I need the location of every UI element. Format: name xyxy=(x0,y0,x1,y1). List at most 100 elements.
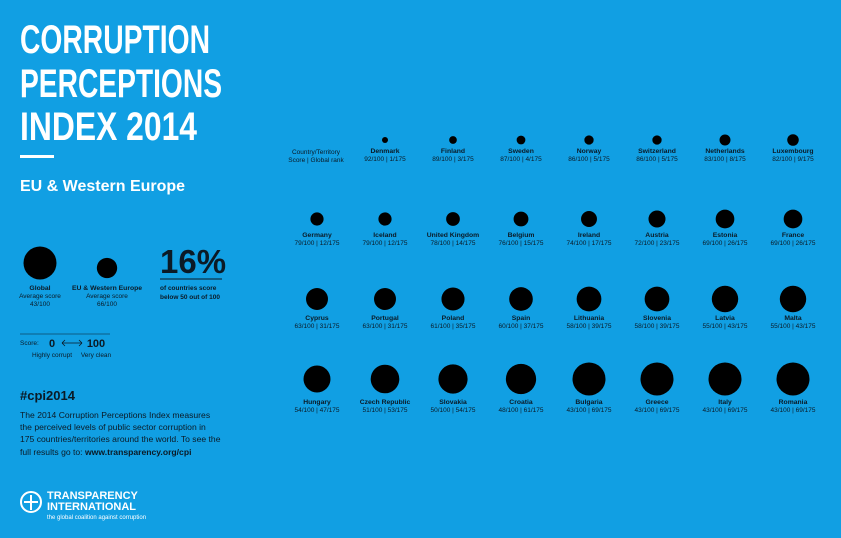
hashtag: #cpi2014 xyxy=(20,388,76,403)
country-name: Iceland xyxy=(373,232,396,239)
average-bubble xyxy=(96,257,118,279)
country-score: 55/100 | 43/175 xyxy=(770,323,815,330)
country-name: Norway xyxy=(577,148,602,155)
average-label: 43/100 xyxy=(30,301,50,308)
scale-arrow xyxy=(61,339,83,347)
country-score: 43/100 | 69/175 xyxy=(702,407,747,414)
logo-name: TRANSPARENCY xyxy=(47,490,139,502)
country-score: 63/100 | 31/175 xyxy=(294,323,339,330)
country-score: 83/100 | 8/175 xyxy=(704,156,746,163)
title-line: PERCEPTIONS xyxy=(20,62,222,106)
country-bubble xyxy=(572,362,606,396)
country-score: 74/100 | 17/175 xyxy=(566,240,611,247)
country-name: Hungary xyxy=(303,399,331,406)
country-bubble xyxy=(708,362,742,396)
average-name: EU & Western Europe xyxy=(72,285,142,292)
country-bubble xyxy=(787,134,799,146)
country-score: 60/100 | 37/175 xyxy=(498,323,543,330)
country-score: 50/100 | 54/175 xyxy=(430,407,475,414)
country-score: 89/100 | 3/175 xyxy=(432,156,474,163)
country-score: 55/100 | 43/175 xyxy=(702,323,747,330)
country-bubble xyxy=(711,285,739,313)
country-bubble xyxy=(648,210,666,228)
average-bubble xyxy=(23,246,57,280)
country-bubble xyxy=(783,209,803,229)
country-name: Malta xyxy=(784,315,802,322)
country-score: 51/100 | 53/175 xyxy=(362,407,407,414)
country-bubble xyxy=(509,287,533,311)
country-name: Lithuania xyxy=(574,315,604,322)
country-bubble xyxy=(513,211,529,227)
country-score: 76/100 | 15/175 xyxy=(498,240,543,247)
country-bubble xyxy=(446,212,460,226)
average-name: Global xyxy=(29,285,50,292)
stat-caption: below 50 out of 100 xyxy=(160,294,220,301)
country-score: 79/100 | 12/175 xyxy=(294,240,339,247)
country-name: Slovenia xyxy=(643,315,671,322)
country-score: 78/100 | 14/175 xyxy=(430,240,475,247)
country-name: Germany xyxy=(302,232,332,239)
country-score: 43/100 | 69/175 xyxy=(566,407,611,414)
country-name: Netherlands xyxy=(705,148,745,155)
country-bubble xyxy=(441,287,465,311)
country-bubble xyxy=(370,364,400,394)
country-bubble xyxy=(378,212,392,226)
country-bubble xyxy=(776,362,810,396)
country-name: Austria xyxy=(645,232,669,239)
country-name: Switzerland xyxy=(638,148,676,155)
country-score: 82/100 | 9/175 xyxy=(772,156,814,163)
scale-min-caption: Highly corrupt xyxy=(32,352,72,359)
country-name: Ireland xyxy=(578,232,600,239)
country-score: 72/100 | 23/175 xyxy=(634,240,679,247)
country-bubble xyxy=(644,286,670,312)
country-bubble xyxy=(449,136,457,144)
country-bubble xyxy=(652,135,662,145)
country-bubble xyxy=(303,365,331,393)
title-rule xyxy=(20,155,54,158)
logo-name: INTERNATIONAL xyxy=(47,501,136,513)
country-bubble xyxy=(516,135,526,145)
title-line: CORRUPTION xyxy=(20,18,210,62)
description-line: the perceived levels of public sector co… xyxy=(20,422,206,432)
country-score: 63/100 | 31/175 xyxy=(362,323,407,330)
country-bubble xyxy=(438,364,468,394)
country-bubble xyxy=(381,136,389,144)
column-header: Country/Territory xyxy=(292,149,341,156)
country-name: Belgium xyxy=(508,232,535,239)
average-caption: Average score xyxy=(86,293,128,300)
country-bubble xyxy=(715,209,735,229)
country-bubble xyxy=(374,288,396,310)
country-name: Bulgaria xyxy=(575,399,602,406)
logo-mark xyxy=(20,491,42,513)
country-name: Poland xyxy=(442,315,465,322)
logo-mark xyxy=(24,495,38,510)
country-name: Italy xyxy=(718,399,732,406)
country-bubble xyxy=(576,286,602,312)
country-bubble xyxy=(640,362,674,396)
country-name: Portugal xyxy=(371,315,399,322)
country-bubble xyxy=(719,134,731,146)
country-name: Estonia xyxy=(713,232,738,239)
country-score: 87/100 | 4/175 xyxy=(500,156,542,163)
country-name: Slovakia xyxy=(439,399,467,406)
country-score: 69/100 | 26/175 xyxy=(702,240,747,247)
country-name: United Kingdom xyxy=(427,232,479,239)
country-bubble xyxy=(584,135,594,145)
stat-caption: of countries score xyxy=(160,285,217,292)
url[interactable]: www.transparency.org/cpi xyxy=(84,447,192,457)
country-bubble xyxy=(310,212,324,226)
country-score: 54/100 | 47/175 xyxy=(294,407,339,414)
average-caption: Average score xyxy=(19,293,61,300)
country-score: 86/100 | 5/175 xyxy=(568,156,610,163)
country-score: 43/100 | 69/175 xyxy=(634,407,679,414)
country-bubble xyxy=(505,363,537,395)
scale-min: 0 xyxy=(49,338,55,350)
scale-max-caption: Very clean xyxy=(81,352,112,359)
country-name: Croatia xyxy=(509,399,533,406)
average-label: 66/100 xyxy=(97,301,117,308)
country-name: Latvia xyxy=(715,315,735,322)
country-score: 92/100 | 1/175 xyxy=(364,156,406,163)
country-score: 79/100 | 12/175 xyxy=(362,240,407,247)
country-name: Luxembourg xyxy=(772,148,813,155)
